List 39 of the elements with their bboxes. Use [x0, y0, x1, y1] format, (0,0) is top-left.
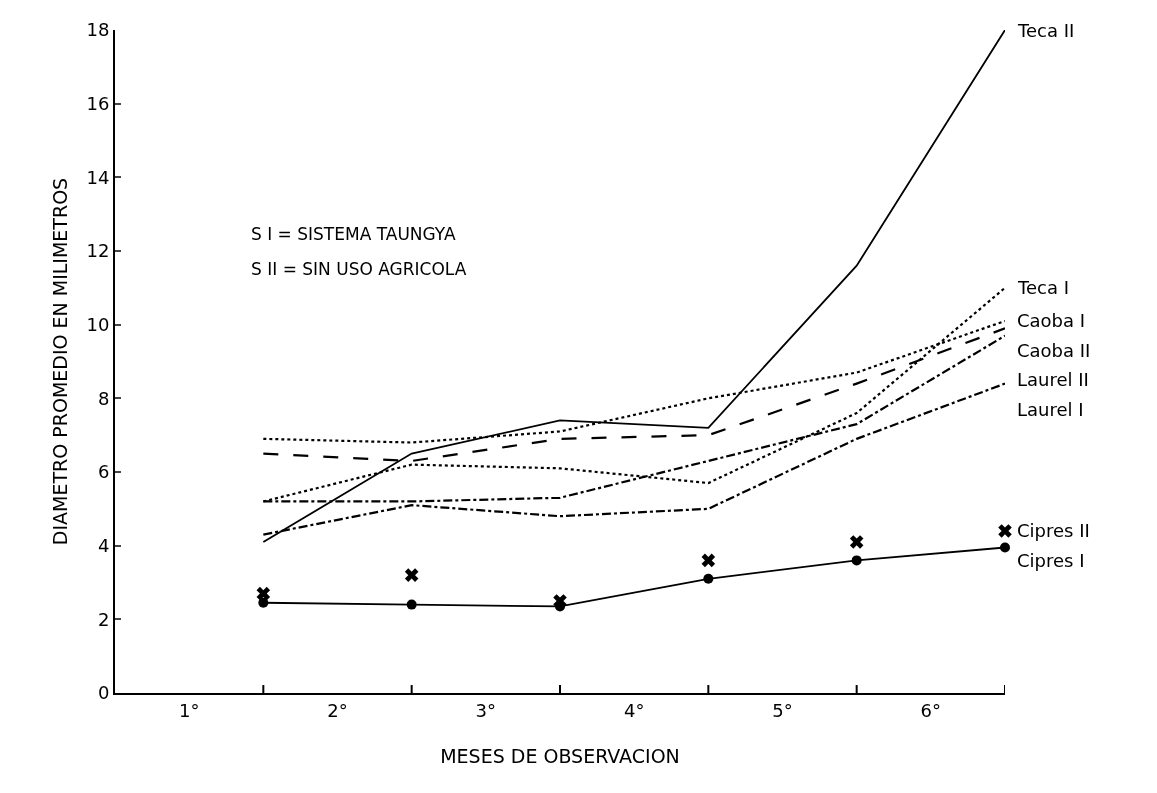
y-tick-label: 16: [86, 92, 110, 114]
annotation: S I = SISTEMA TAUNGYA: [251, 224, 456, 244]
y-tick-label: 12: [86, 240, 110, 262]
y-tick-label: 10: [86, 313, 110, 335]
series-label: Teca I: [1017, 277, 1069, 298]
point: [256, 586, 271, 601]
line-series: [262, 30, 1005, 543]
point: [703, 573, 714, 584]
x-axis-title: MESES DE OBSERVACION: [440, 744, 680, 767]
point: [851, 555, 862, 566]
point: [849, 535, 864, 549]
series-label: Laurel II: [1017, 369, 1089, 390]
y-tick-label: 4: [97, 534, 110, 556]
y-axis-title: DIAMETRO PROMEDIO EN MILIMETROS: [48, 177, 71, 546]
series-label: Teca II: [1017, 20, 1075, 41]
series-label: Caoba II: [1017, 340, 1091, 361]
y-tick-label: 2: [97, 608, 110, 630]
x-tick-label: 3°: [475, 699, 497, 721]
series-label: Laurel I: [1017, 399, 1084, 420]
x-tick-label: 1°: [178, 699, 200, 721]
point: [258, 597, 269, 608]
y-tick-label: 8: [97, 387, 110, 409]
x-tick-label: 6°: [920, 699, 942, 721]
series-label: Cipres II: [1017, 520, 1090, 541]
annotation: S II = SIN USO AGRICOLA: [251, 259, 467, 279]
point: [1000, 542, 1010, 553]
y-tick-label: 0: [97, 682, 110, 704]
point: [404, 568, 419, 582]
y-tick-label: 6: [97, 461, 110, 483]
point: [998, 524, 1012, 538]
y-tick-label: 18: [86, 19, 110, 41]
x-tick-label: 5°: [772, 699, 793, 721]
x-tick-label: 4°: [623, 699, 645, 721]
series-label: Caoba I: [1017, 310, 1086, 331]
y-tick-label: 14: [86, 166, 110, 188]
point: [701, 553, 716, 568]
series-label: Cipres I: [1017, 550, 1085, 571]
point: [406, 599, 417, 610]
x-tick-label: 2°: [327, 699, 348, 721]
